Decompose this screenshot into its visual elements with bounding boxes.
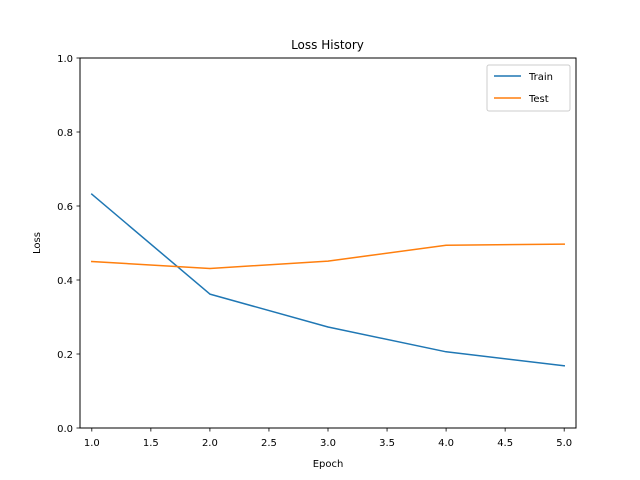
data-point-test xyxy=(91,260,93,263)
chart-title: Loss History xyxy=(291,38,364,52)
x-tick-label: 4.5 xyxy=(497,438,513,449)
data-point-test xyxy=(209,267,211,270)
data-point-train xyxy=(91,193,93,195)
x-axis-label: Epoch xyxy=(313,459,344,470)
x-tick-label: 1.5 xyxy=(143,438,159,449)
data-point-train xyxy=(445,351,447,353)
y-tick-label: 1.0 xyxy=(57,54,73,65)
y-axis-label: Loss xyxy=(32,232,43,254)
plot-frame xyxy=(79,57,577,429)
y-tick-label: 0.0 xyxy=(57,424,73,435)
y-tick-label: 0.8 xyxy=(57,128,73,139)
series-lines xyxy=(90,193,566,367)
data-point-test xyxy=(563,243,565,245)
data-point-train xyxy=(327,326,329,328)
x-tick-label: 3.0 xyxy=(320,438,336,449)
y-tick-label: 0.6 xyxy=(57,202,73,213)
x-axis-ticks: 1.0 1.5 2.0 2.5 3.0 3.5 4.0 4.5 5.0 xyxy=(84,428,572,449)
x-tick-label: 3.5 xyxy=(379,438,395,449)
x-tick-label: 2.5 xyxy=(261,438,277,449)
x-tick-label: 2.0 xyxy=(202,438,218,449)
data-point-test xyxy=(327,260,329,262)
data-point-train xyxy=(563,365,565,367)
x-tick-label: 4.0 xyxy=(438,438,454,449)
x-tick-label: 5.0 xyxy=(556,438,572,449)
legend-train-label: Train xyxy=(528,72,553,83)
data-point-test xyxy=(445,244,447,246)
legend: Train Test xyxy=(486,64,571,112)
y-axis-ticks: 0.0 0.2 0.4 0.6 0.8 1.0 xyxy=(57,54,80,435)
y-tick-label: 0.2 xyxy=(57,350,73,361)
data-point-train xyxy=(209,293,211,295)
y-tick-label: 0.4 xyxy=(57,276,73,287)
x-tick-label: 1.0 xyxy=(84,438,100,449)
legend-test-label: Test xyxy=(528,94,549,105)
